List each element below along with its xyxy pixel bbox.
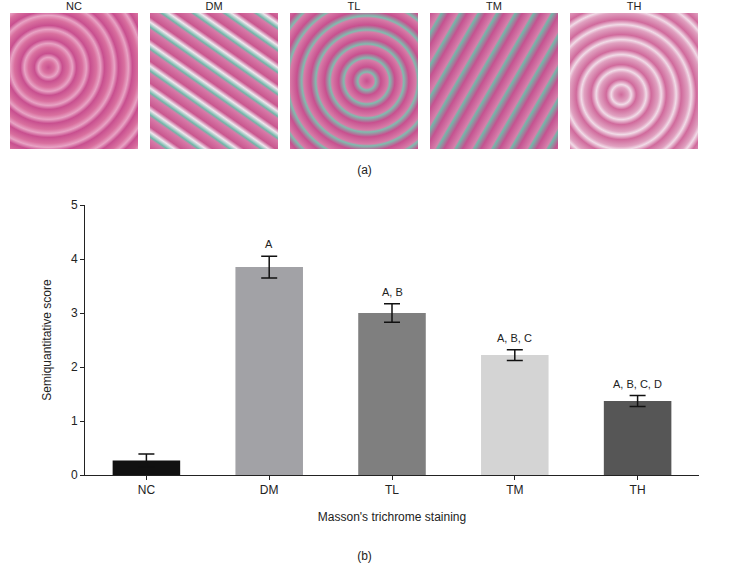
svg-text:Semiquantitative score: Semiquantitative score bbox=[40, 279, 54, 401]
svg-text:5: 5 bbox=[71, 198, 78, 212]
html-text:NC: NC bbox=[66, 0, 82, 12]
svg-text:DM: DM bbox=[260, 483, 279, 497]
html-text:DM: DM bbox=[205, 0, 223, 12]
svg-text:0: 0 bbox=[71, 468, 78, 482]
svg-text:1: 1 bbox=[71, 414, 78, 428]
svg-text:A, B, C, D: A, B, C, D bbox=[613, 378, 662, 390]
html-text:TH: TH bbox=[626, 0, 642, 12]
svg-text:TH: TH bbox=[630, 483, 646, 497]
svg-text:TL: TL bbox=[385, 483, 399, 497]
svg-text:4: 4 bbox=[71, 252, 78, 266]
svg-text:A, B: A, B bbox=[382, 286, 403, 298]
html-text:(b): (b) bbox=[357, 549, 372, 563]
svg-text:2: 2 bbox=[71, 360, 78, 374]
html-text:TM: TM bbox=[486, 0, 502, 12]
svg-text:A: A bbox=[265, 238, 273, 250]
svg-text:Masson's trichrome staining: Masson's trichrome staining bbox=[318, 510, 466, 524]
svg-text:3: 3 bbox=[71, 306, 78, 320]
html-text:TL: TL bbox=[347, 0, 361, 12]
html-text:(a): (a) bbox=[357, 163, 372, 177]
svg-text:NC: NC bbox=[138, 483, 156, 497]
svg-text:TM: TM bbox=[506, 483, 523, 497]
svg-text:A, B, C: A, B, C bbox=[497, 332, 532, 344]
